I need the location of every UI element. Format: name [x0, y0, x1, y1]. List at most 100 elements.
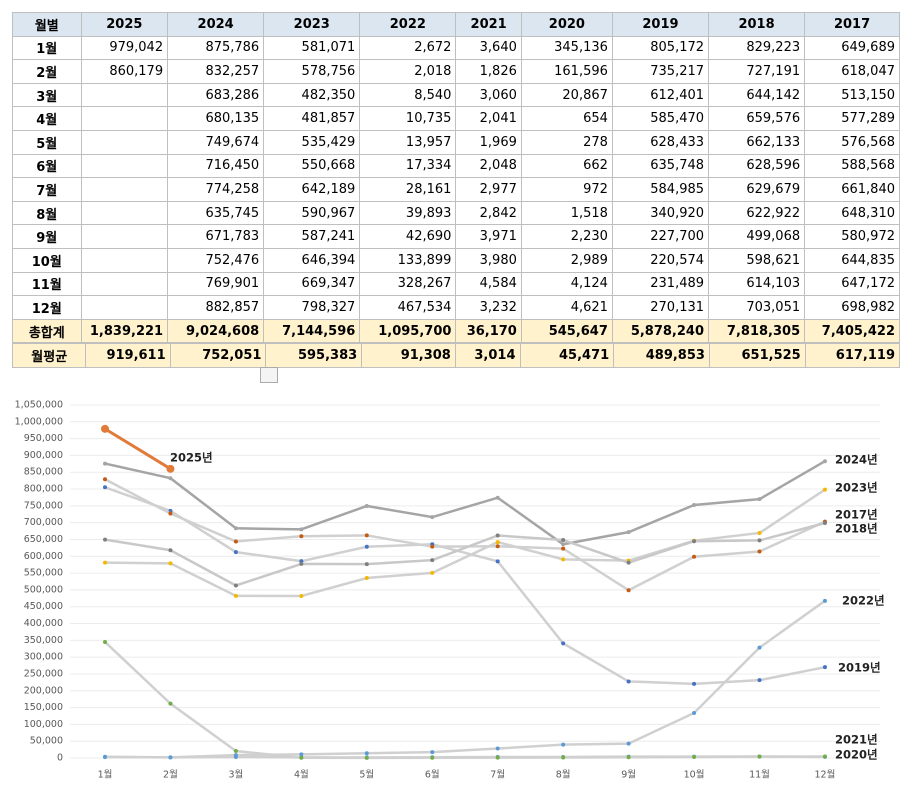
table-cell: 535,429	[263, 129, 361, 155]
series-marker	[626, 741, 631, 746]
y-tick-label: 0	[57, 753, 63, 764]
table-cell: 2020	[520, 12, 613, 37]
table-cell: 662,133	[708, 129, 806, 155]
table-cell: 669,347	[263, 271, 361, 297]
series-marker	[168, 511, 173, 516]
x-tick-label: 1월	[98, 769, 113, 781]
series-marker	[757, 549, 762, 554]
table-row: 월평균 919,611 752,051 595,383 91,308 3,014 45,47…	[11, 343, 900, 368]
series-marker	[430, 755, 435, 760]
table-row: 1월 979,042 875,786 581,071 2,672 3,640 345,136…	[12, 35, 900, 61]
y-tick-label: 250,000	[24, 668, 63, 679]
table-cell: 805,172	[611, 35, 710, 61]
table-cell	[80, 295, 169, 320]
table-cell: 5월	[12, 129, 82, 155]
series-marker	[299, 561, 304, 566]
table-cell: 671,783	[167, 224, 265, 249]
table-cell: 654	[520, 106, 613, 131]
series-marker	[233, 550, 238, 555]
table-cell: 340,920	[611, 200, 710, 226]
series-label: 2018년	[835, 522, 878, 536]
table-cell: 752,476	[167, 247, 265, 273]
series-marker	[626, 588, 631, 593]
series-marker	[495, 746, 500, 751]
table-cell: 6월	[12, 153, 82, 179]
table-cell: 550,668	[263, 153, 361, 179]
table-cell: 39,893	[359, 200, 457, 226]
table-cell: 328,267	[359, 271, 457, 297]
series-line	[104, 427, 172, 471]
series-marker	[561, 538, 566, 543]
series-marker	[430, 515, 435, 520]
table-cell: 2,989	[520, 247, 613, 273]
table-cell: 598,621	[708, 247, 806, 273]
table-cell: 3,640	[455, 35, 522, 61]
table-cell: 12월	[12, 295, 82, 320]
series-marker	[495, 540, 500, 545]
table-cell: 595,383	[265, 343, 363, 368]
table-cell: 612,401	[611, 82, 710, 108]
series-label: 2023년	[835, 481, 878, 495]
table-row: 10월 752,476 646,394 133,899 3,980 2,989 220,57…	[12, 247, 900, 273]
table-cell: 91,308	[361, 343, 456, 368]
series-marker	[364, 751, 369, 756]
table-cell: 860,179	[80, 59, 169, 84]
series-marker	[103, 560, 107, 565]
table-cell: 345,136	[520, 35, 613, 61]
table-cell: 7,405,422	[804, 318, 900, 344]
table-cell: 618,047	[804, 59, 900, 84]
series-marker	[626, 755, 631, 760]
series-marker	[561, 557, 566, 562]
table-cell: 642,189	[263, 177, 361, 202]
table-cell: 8월	[12, 200, 82, 226]
table-cell: 727,191	[708, 59, 806, 84]
table-cell: 2021	[455, 12, 522, 37]
y-tick-label: 50,000	[30, 736, 63, 747]
series-marker	[692, 539, 697, 544]
table-cell: 662	[520, 153, 613, 179]
y-tick-label: 1,000,000	[15, 416, 63, 427]
table-row: 9월 671,783 587,241 42,690 3,971 2,230 227,700 4…	[12, 224, 900, 249]
series-marker	[364, 562, 369, 567]
table-cell	[80, 224, 169, 249]
series-marker	[101, 424, 109, 433]
series-marker	[233, 539, 238, 544]
series-marker	[822, 487, 827, 492]
table-cell: 614,103	[708, 271, 806, 297]
table-cell: 42,690	[359, 224, 457, 249]
series-marker	[757, 538, 762, 543]
series-marker	[561, 542, 566, 547]
series-marker	[626, 530, 631, 535]
series-marker	[626, 560, 631, 565]
table-cell: 4,124	[520, 271, 613, 297]
table-cell: 총합계	[12, 318, 82, 344]
series-line	[104, 460, 826, 546]
table-cell: 646,394	[263, 247, 361, 273]
series-marker	[757, 645, 762, 650]
table-cell: 2023	[263, 12, 361, 37]
y-tick-label: 650,000	[24, 534, 63, 545]
series-label: 2024년	[835, 453, 878, 467]
table-cell: 36,170	[455, 318, 522, 344]
series-marker	[822, 459, 827, 464]
y-tick-label: 550,000	[24, 568, 63, 579]
table-row: 8월 635,745 590,967 39,893 2,842 1,518 340,920 6…	[12, 200, 900, 226]
table-cell: 979,042	[80, 35, 169, 61]
series-marker	[692, 681, 697, 686]
series-marker	[822, 598, 827, 603]
series-marker	[233, 526, 238, 531]
table-cell: 774,258	[167, 177, 265, 202]
table-cell: 628,596	[708, 153, 806, 179]
table-cell: 월별	[12, 12, 82, 37]
data-table: 월별 2025 2024 2023 2022 2021 2020 2019 2018 2017 1월…	[12, 12, 900, 344]
table-cell: 2,041	[455, 106, 522, 131]
table-cell: 798,327	[263, 295, 361, 320]
table-cell: 735,217	[611, 59, 710, 84]
series-marker	[495, 544, 500, 549]
series-marker	[103, 639, 107, 644]
series-marker	[495, 495, 500, 500]
quick-analysis-icon[interactable]	[260, 367, 278, 383]
table-cell: 3,232	[455, 295, 522, 320]
table-cell: 4,584	[455, 271, 522, 297]
